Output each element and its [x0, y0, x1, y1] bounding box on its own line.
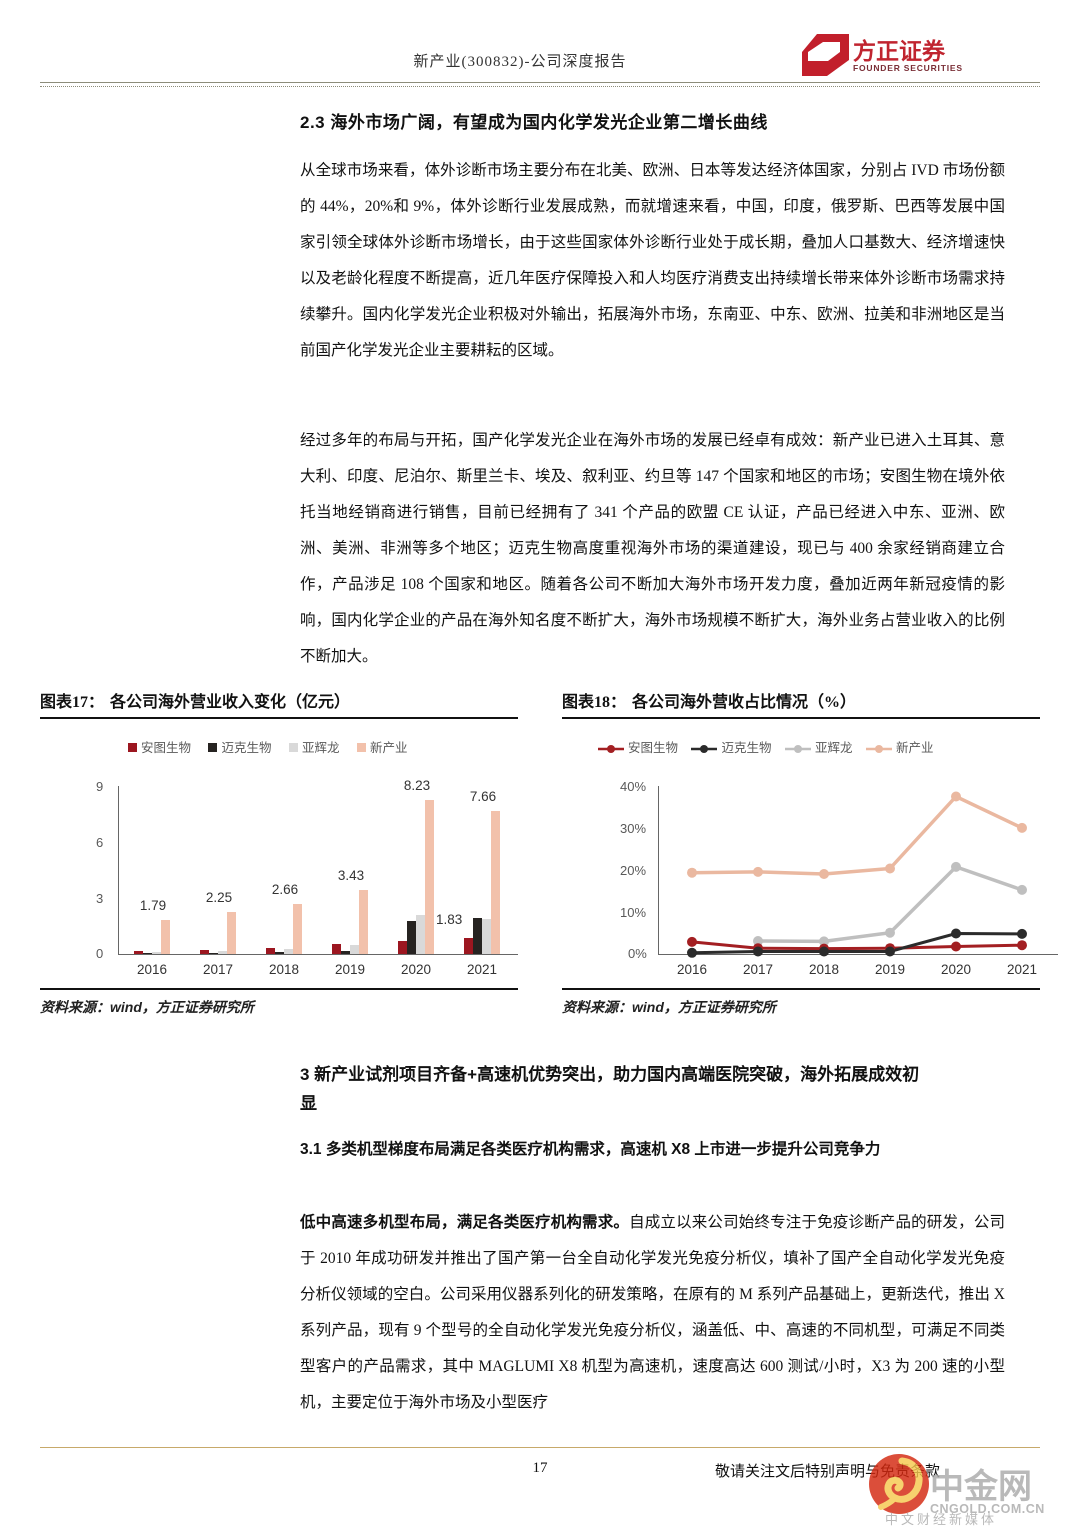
svg-text:方正证券: 方正证券 [853, 38, 946, 64]
svg-text:FOUNDER SECURITIES: FOUNDER SECURITIES [853, 63, 963, 73]
svg-text:中文财经新媒体: 中文财经新媒体 [885, 1512, 997, 1527]
svg-text:中金网: 中金网 [930, 1467, 1032, 1506]
